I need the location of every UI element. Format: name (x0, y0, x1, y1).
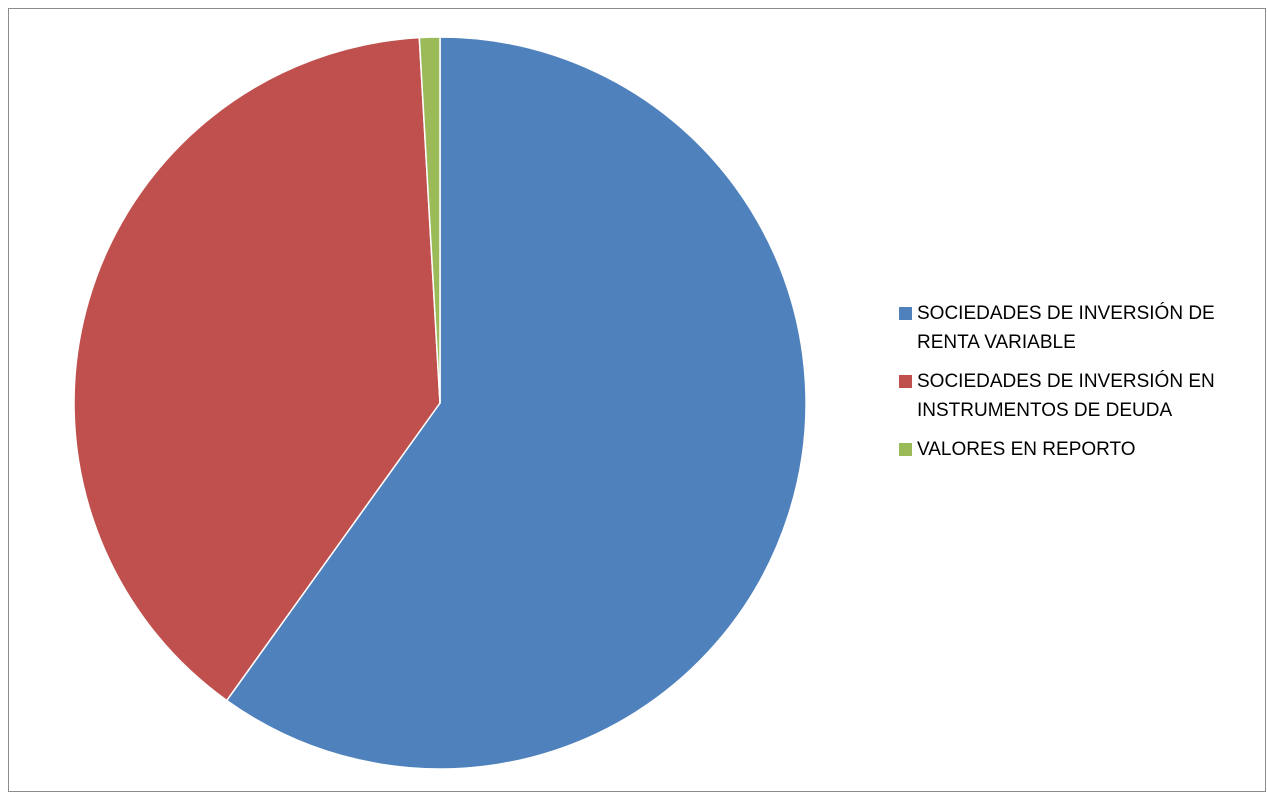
legend-label-valores-reporto: VALORES EN REPORTO (917, 439, 1136, 460)
legend-label-instrumentos-deuda: SOCIEDADES DE INVERSIÓN EN INSTRUMENTOS … (917, 371, 1215, 421)
pie-chart (73, 36, 807, 770)
pie-slice-instrumentos-deuda (73, 36, 441, 702)
legend-swatch-renta-variable (899, 307, 912, 320)
legend: SOCIEDADES DE INVERSIÓN DE RENTA VARIABL… (899, 299, 1259, 474)
legend-item-renta-variable: SOCIEDADES DE INVERSIÓN DE RENTA VARIABL… (899, 299, 1259, 357)
pie-slice-valores-reporto (418, 36, 441, 404)
legend-swatch-instrumentos-deuda (899, 375, 912, 388)
legend-item-valores-reporto: VALORES EN REPORTO (899, 435, 1259, 464)
pie-slice-renta-variable (225, 36, 807, 770)
legend-swatch-valores-reporto (899, 443, 912, 456)
legend-label-renta-variable: SOCIEDADES DE INVERSIÓN DE RENTA VARIABL… (917, 303, 1215, 353)
legend-item-instrumentos-deuda: SOCIEDADES DE INVERSIÓN EN INSTRUMENTOS … (899, 367, 1259, 425)
chart-area: SOCIEDADES DE INVERSIÓN DE RENTA VARIABL… (8, 8, 1266, 792)
